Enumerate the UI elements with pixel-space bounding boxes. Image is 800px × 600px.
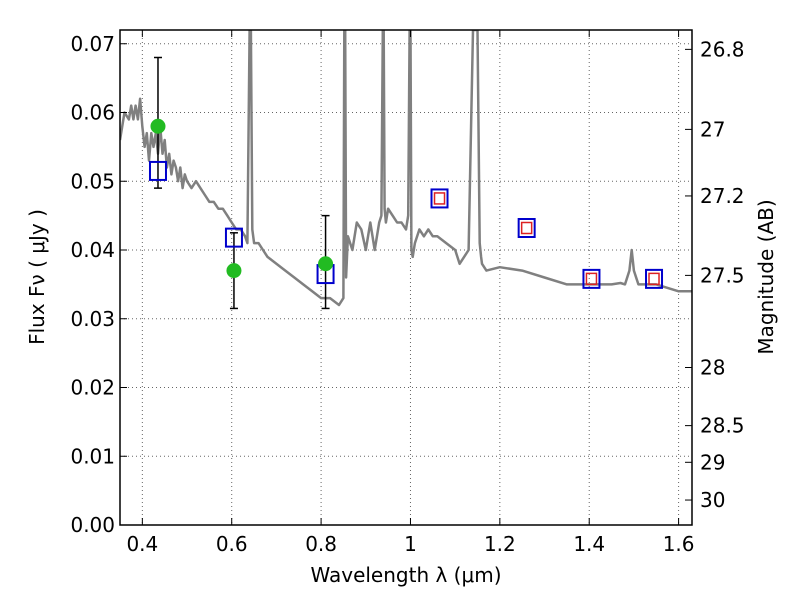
mag-tick-label: 28.5: [700, 414, 745, 438]
observed-point: [150, 118, 166, 134]
grid: [120, 30, 692, 526]
mag-tick-label: 30: [700, 488, 725, 512]
observed-point: [318, 256, 334, 272]
x-tick-label: 1: [404, 532, 417, 556]
x-axis-title: Wavelength λ (μm): [310, 563, 501, 587]
sed-line: [120, 30, 692, 307]
mag-tick-label: 29: [700, 450, 725, 474]
y-tick-label: 0.02: [70, 376, 115, 400]
mag-tick-label: 27.2: [700, 184, 745, 208]
x-tick-label: 1.2: [484, 532, 516, 556]
markers: [148, 56, 664, 310]
x-tick-label: 0.8: [305, 532, 337, 556]
model-box: [224, 227, 243, 248]
x-tick-label: 1.4: [573, 532, 605, 556]
y-tick-label: 0.07: [70, 32, 115, 56]
y-tick-label: 0.05: [70, 169, 115, 193]
magnitude-axis-title: Magnitude (AB): [754, 199, 778, 354]
model-box-inner: [520, 221, 533, 235]
y-axis-title: Flux Fν ( μJy ): [25, 209, 49, 345]
ticks: 0.4 0.6 0.8 1 1.2 1.4 1.6 0.00 0.01 0.02 0.03 0.04 0…: [70, 30, 745, 556]
model-box: [645, 268, 664, 289]
model-box: [517, 218, 536, 238]
model-box: [430, 188, 449, 209]
mag-tick-label: 26.8: [700, 37, 745, 61]
mag-tick-label: 28: [700, 356, 725, 380]
observed-point: [226, 263, 242, 279]
y-tick-label: 0.06: [70, 101, 115, 125]
x-tick-label: 0.4: [126, 532, 158, 556]
x-tick-label: 1.6: [663, 532, 695, 556]
axes: [119, 29, 693, 526]
model-box: [582, 268, 601, 289]
model-box-inner: [433, 192, 446, 205]
y-tick-label: 0.01: [70, 444, 115, 468]
model-box-inner: [648, 272, 660, 286]
mag-tick-label: 27: [700, 117, 725, 141]
mag-tick-label: 27.5: [700, 263, 745, 287]
x-tick-label: 0.6: [216, 532, 248, 556]
plot-area: [120, 30, 692, 307]
y-tick-label: 0.00: [70, 513, 115, 537]
model-box: [148, 160, 167, 181]
axes-frame: [119, 29, 693, 526]
model-box-inner: [585, 272, 598, 286]
y-tick-label: 0.03: [70, 307, 115, 331]
y-tick-label: 0.04: [70, 238, 115, 262]
